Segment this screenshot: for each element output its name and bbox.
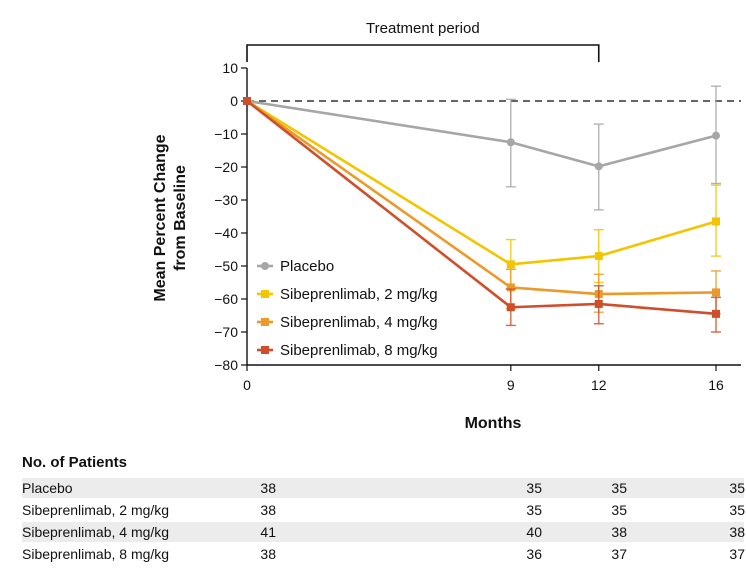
y-axis-title-line: from Baseline bbox=[172, 165, 189, 271]
data-point bbox=[594, 162, 603, 171]
patients-count-cell: 35 bbox=[611, 502, 627, 518]
series-line bbox=[246, 99, 717, 316]
y-tick-label: −40 bbox=[214, 225, 238, 241]
patients-count-cell: 35 bbox=[526, 480, 542, 496]
y-tick-label: −30 bbox=[214, 192, 238, 208]
y-tick-label: −60 bbox=[214, 291, 238, 307]
legend-swatch-marker bbox=[261, 290, 269, 298]
series-line bbox=[246, 99, 717, 266]
y-tick-label: 0 bbox=[230, 93, 238, 109]
legend-label: Sibeprenlimab, 4 mg/kg bbox=[280, 314, 438, 331]
legend-label: Placebo bbox=[280, 258, 334, 275]
patients-table-row: Sibeprenlimab, 2 mg/kg 38 35 35 35 bbox=[22, 500, 745, 520]
patients-count-cell: 38 bbox=[260, 502, 276, 518]
axes: 10 0 −10 −20 −30 −40 −50 −60 −70 −80 0 9 12 16 bbox=[214, 60, 741, 393]
series-2 bbox=[243, 97, 721, 315]
patients-table-title: No. of Patients bbox=[22, 454, 128, 471]
data-point bbox=[594, 299, 603, 308]
series-3 bbox=[243, 97, 721, 333]
y-tick-label: −20 bbox=[214, 159, 238, 175]
data-point bbox=[712, 309, 720, 318]
series-line bbox=[246, 99, 717, 296]
data-point bbox=[712, 288, 720, 297]
data-point bbox=[506, 303, 515, 312]
patients-count-cell: 35 bbox=[526, 502, 542, 518]
data-point bbox=[712, 131, 720, 140]
treatment-period-label: Treatment period bbox=[366, 20, 480, 37]
patients-table-row: Sibeprenlimab, 8 mg/kg 38 36 37 37 bbox=[22, 544, 745, 564]
x-tick-label: 0 bbox=[243, 377, 251, 393]
data-point bbox=[712, 217, 720, 226]
x-tick-label: 12 bbox=[591, 377, 607, 393]
legend-label: Sibeprenlimab, 8 mg/kg bbox=[280, 342, 438, 359]
y-axis-title-line: Mean Percent Change bbox=[152, 134, 169, 301]
data-point bbox=[594, 252, 603, 261]
series-1 bbox=[243, 97, 721, 290]
patients-count-cell: 35 bbox=[729, 502, 745, 518]
data-point bbox=[243, 97, 251, 105]
y-tick-label: −80 bbox=[214, 357, 238, 373]
patients-count-cell: 35 bbox=[611, 480, 627, 496]
legend-swatch-marker bbox=[261, 318, 269, 326]
patients-row-label: Placebo bbox=[22, 480, 73, 496]
patients-count-cell: 38 bbox=[611, 524, 627, 540]
y-axis-title: Mean Percent Change from Baseline bbox=[152, 134, 189, 301]
data-series bbox=[243, 85, 721, 333]
patients-row-label: Sibeprenlimab, 8 mg/kg bbox=[22, 546, 170, 562]
chart: Treatment period 10 0 −10 −20 −30 −40 −50 −60 −7… bbox=[152, 20, 741, 432]
patients-count-cell: 38 bbox=[729, 524, 745, 540]
patients-count-cell: 37 bbox=[611, 546, 627, 562]
patients-count-cell: 36 bbox=[526, 546, 542, 562]
x-tick-label: 16 bbox=[708, 377, 724, 393]
treatment-period-bracket: Treatment period bbox=[246, 20, 600, 62]
y-tick-label: 10 bbox=[222, 60, 238, 76]
patients-row-label: Sibeprenlimab, 2 mg/kg bbox=[22, 502, 170, 518]
patients-count-cell: 41 bbox=[260, 524, 276, 540]
patients-count-cell: 40 bbox=[526, 524, 542, 540]
x-axis-title: Months bbox=[465, 415, 522, 432]
patients-table-row: Placebo 38 35 35 35 bbox=[22, 478, 745, 498]
legend-swatch-marker bbox=[261, 346, 269, 354]
patients-row-label: Sibeprenlimab, 4 mg/kg bbox=[22, 524, 170, 540]
patients-count-cell: 35 bbox=[729, 480, 745, 496]
legend-label: Sibeprenlimab, 2 mg/kg bbox=[280, 286, 438, 303]
x-tick-label: 9 bbox=[507, 377, 515, 393]
patients-count-cell: 37 bbox=[729, 546, 745, 562]
y-tick-label: −50 bbox=[214, 258, 238, 274]
y-tick-label: −70 bbox=[214, 324, 238, 340]
data-point bbox=[506, 138, 515, 147]
legend: Placebo Sibeprenlimab, 2 mg/kg Sibeprenlim… bbox=[257, 258, 438, 359]
patients-count-cell: 38 bbox=[260, 480, 276, 496]
y-tick-label: −10 bbox=[214, 126, 238, 142]
data-point bbox=[506, 283, 515, 292]
data-point bbox=[506, 260, 515, 269]
series-line bbox=[246, 99, 717, 168]
legend-swatch-marker bbox=[261, 262, 269, 270]
patients-table-row: Sibeprenlimab, 4 mg/kg 41 40 38 38 bbox=[22, 522, 745, 542]
patients-count-cell: 38 bbox=[260, 546, 276, 562]
treatment-period-bracket-line bbox=[246, 44, 600, 62]
